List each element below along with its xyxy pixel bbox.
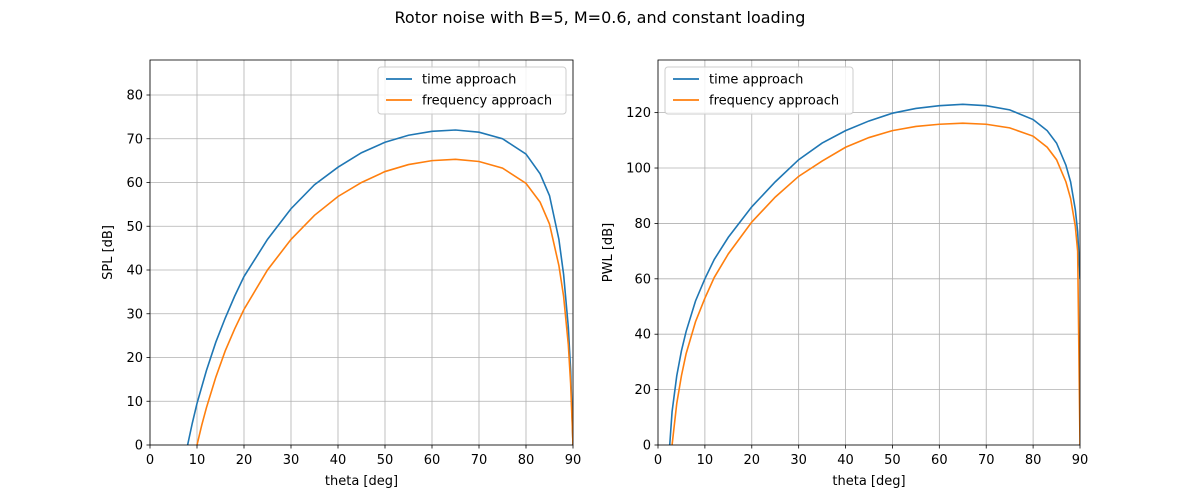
spl-series-line-time (186, 129, 573, 445)
pwl-xtick-label-6: 60 (931, 453, 948, 468)
spl-legend: time approach frequency approach (377, 66, 567, 115)
pwl-legend-label-time: time approach (709, 73, 803, 88)
pwl-subplot: 0 10 20 30 40 50 60 70 80 90 0 20 40 60 80 100 120 theta … (601, 59, 1089, 489)
pwl-legend-label-frequency: frequency approach (709, 94, 839, 109)
pwl-ylabel: PWL [dB] (601, 223, 616, 282)
spl-xtick-label-3: 30 (283, 453, 300, 468)
spl-ytick-label-3: 30 (126, 307, 143, 322)
pwl-xtick-label-1: 10 (697, 453, 714, 468)
pwl-legend-box (664, 66, 854, 115)
pwl-ytick-label-2: 40 (634, 328, 651, 343)
pwl-axes-frame (657, 59, 1081, 446)
spl-xtick-label-0: 0 (146, 453, 154, 468)
spl-legend-label-frequency: frequency approach (422, 94, 552, 109)
spl-ylabel: SPL [dB] (101, 225, 116, 280)
spl-xtick-label-2: 20 (236, 453, 253, 468)
pwl-ytick-label-5: 100 (626, 162, 651, 177)
spl-ytick-label-8: 80 (126, 89, 143, 104)
pwl-grid (657, 60, 1081, 446)
spl-ytick-label-7: 70 (126, 132, 143, 147)
spl-ytick-label-5: 50 (126, 220, 143, 235)
pwl-series-line-frequency (671, 122, 1080, 445)
pwl-xtick-label-2: 20 (744, 453, 761, 468)
spl-ytick-label-6: 60 (126, 176, 143, 191)
spl-legend-box (377, 66, 567, 115)
spl-ytick-label-1: 10 (126, 395, 143, 410)
spl-subplot: 0 10 20 30 40 50 60 70 80 90 0 10 20 30 40 50 60 70 80 thet… (101, 59, 582, 489)
spl-axes-frame (149, 59, 574, 446)
pwl-xtick-label-8: 80 (1025, 453, 1042, 468)
pwl-xtick-label-9: 90 (1072, 453, 1089, 468)
spl-xtick-label-4: 40 (330, 453, 347, 468)
spl-xtick-label-7: 70 (471, 453, 488, 468)
pwl-xtick-label-3: 30 (790, 453, 807, 468)
pwl-xtick-label-7: 70 (978, 453, 995, 468)
pwl-ytick-label-0: 0 (643, 439, 651, 454)
pwl-series-line-time (668, 103, 1080, 445)
spl-ytick-label-0: 0 (135, 439, 143, 454)
spl-xtick-label-9: 90 (565, 453, 582, 468)
spl-xtick-label-8: 80 (518, 453, 535, 468)
pwl-xtick-label-0: 0 (654, 453, 662, 468)
spl-xtick-label-5: 50 (377, 453, 394, 468)
spl-legend-label-time: time approach (422, 73, 516, 88)
spl-xtick-label-6: 60 (424, 453, 441, 468)
pwl-ytick-label-1: 20 (634, 383, 651, 398)
pwl-ytick-label-4: 80 (634, 217, 651, 232)
pwl-xtick-label-4: 40 (837, 453, 854, 468)
figure-title: Rotor noise with B=5, M=0.6, and constan… (395, 8, 806, 27)
pwl-legend: time approach frequency approach (664, 66, 854, 115)
spl-ytick-label-4: 40 (126, 264, 143, 279)
spl-series-line-frequency (196, 158, 573, 445)
pwl-ytick-label-3: 60 (634, 272, 651, 287)
spl-ytick-label-2: 20 (126, 351, 143, 366)
pwl-xtick-label-5: 50 (884, 453, 901, 468)
spl-xlabel: theta [deg] (325, 474, 398, 489)
spl-xtick-label-1: 10 (189, 453, 206, 468)
pwl-xlabel: theta [deg] (832, 474, 905, 489)
pwl-ytick-label-6: 120 (626, 106, 651, 121)
